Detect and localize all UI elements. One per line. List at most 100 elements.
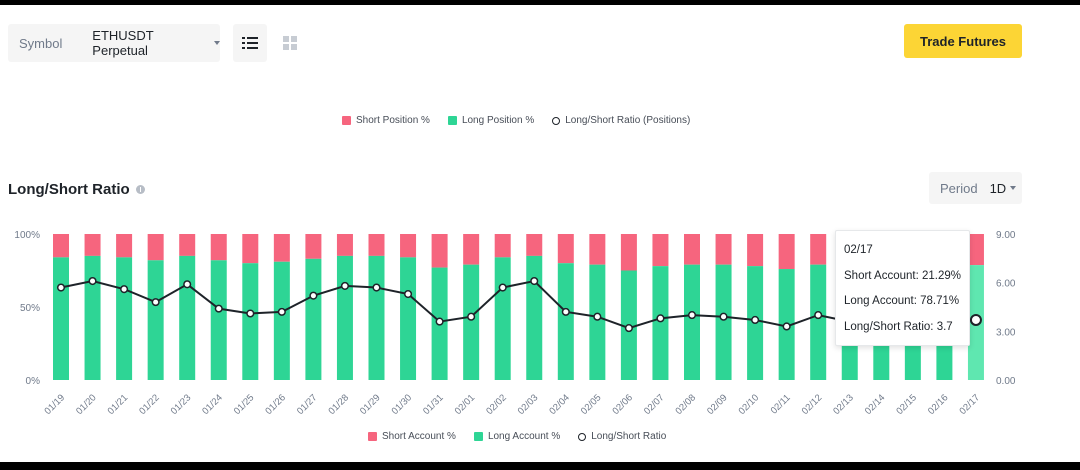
x-tick-label: 02/16 [926,392,951,417]
tooltip-long: Long Account: 78.71% [844,295,960,307]
bar-long [84,255,101,380]
ratio-swatch [578,432,587,441]
section-title-text: Long/Short Ratio [8,181,130,198]
bar-short [431,234,448,268]
bar-long [368,255,385,380]
bar-short [147,234,164,261]
legend-item-ratio-account[interactable]: Long/Short Ratio [578,431,666,442]
list-view-button[interactable] [233,24,267,62]
bar-long [684,264,700,380]
x-tick-label: 02/04 [547,392,572,417]
bar-long [494,257,511,380]
ratio-point [467,312,476,321]
ratio-point [277,307,286,316]
x-tick-label: 02/06 [610,392,635,417]
legend-label: Short Position % [356,115,430,126]
bar-short [368,234,385,256]
bar-short [589,234,606,265]
bar-short [620,234,637,271]
y-tick-left: 100% [14,230,40,241]
bar-long [400,257,417,380]
bar-short [84,234,101,256]
x-tick-label: 02/14 [863,392,888,417]
bar-short [305,234,322,259]
bar-long [116,257,133,380]
tooltip-ratio: Long/Short Ratio: 3.7 [844,321,953,333]
x-tick-label: 01/23 [169,392,194,417]
bar-short [116,234,133,258]
tooltip-short: Short Account: 21.29% [844,270,961,282]
info-icon[interactable] [135,185,145,194]
bar-long [305,258,322,380]
ratio-point [372,283,381,292]
x-tick-label: 01/29 [358,392,383,417]
ratio-point [687,311,697,320]
ratio-point [782,322,791,331]
account-legend: Short Account % Long Account % Long/Shor… [368,431,666,442]
symbol-label: Symbol [19,35,63,51]
ratio-point [56,283,66,292]
x-tick-label: 02/09 [705,392,730,417]
bar-short [400,234,417,258]
long-swatch [447,116,457,125]
bar-long [652,266,669,380]
legend-item-long-account[interactable]: Long Account % [473,431,561,442]
bar-short [778,234,795,270]
x-tick-label: 01/27 [295,392,320,417]
ratio-point [435,317,444,326]
bar-long [463,264,480,380]
legend-label: Long Account % [487,431,561,442]
ratio-point [593,312,602,321]
bar-long [53,257,69,380]
x-tick-label: 01/28 [326,392,351,417]
long-short-chart[interactable]: 0% 50% 100% 0.00 3.00 6.00 9.00 01/19 01/20 01/21… [0,5,1080,462]
x-tick-label: 01/26 [263,392,288,417]
ratio-line [60,279,977,330]
period-selector[interactable]: Period 1D [929,172,1022,204]
legend-item-short-account[interactable]: Short Account % [368,431,456,442]
ratio-point [340,281,350,290]
legend-label: Short Account % [382,431,456,442]
ratio-point [183,280,192,289]
chevron-down-icon [214,41,220,45]
trade-futures-button[interactable]: Trade Futures [904,24,1022,58]
grid-icon [283,36,297,50]
ratio-point [88,276,97,286]
x-tick-label: 01/25 [232,392,257,417]
ratio-point [498,283,507,292]
legend-item-long-position[interactable]: Long Position % [447,115,534,126]
ratio-point [151,298,160,307]
symbol-selector[interactable]: Symbol ETHUSDT Perpetual [8,24,220,62]
bar-short [652,234,669,267]
list-icon [242,37,258,49]
x-tick-label: 01/31 [421,392,446,417]
chart-tooltip: 02/17 Short Account: 21.29% Long Account… [835,230,970,346]
y-tick-right: 6.00 [996,279,1016,290]
symbol-value[interactable]: ETHUSDT Perpetual [92,28,154,58]
legend-item-ratio-position[interactable]: Long/Short Ratio (Positions) [552,115,690,126]
ratio-point [530,276,539,286]
ratio-swatch [552,116,561,125]
ratio-point [751,315,760,325]
bar-long [242,263,259,380]
legend-label: Long/Short Ratio (Positions) [565,115,691,126]
bar-long [810,264,827,380]
period-value[interactable]: 1D [989,180,1007,196]
y-tick-right: 9.00 [996,230,1016,241]
section-title: Long/Short Ratio [8,181,145,198]
chevron-down-icon [1010,186,1017,190]
position-legend: Short Position % Long Position % Long/Sh… [342,115,690,126]
x-tick-label: 01/21 [106,392,131,417]
x-tick-label: 01/19 [43,392,68,417]
bar-short [53,234,69,258]
bar-short [684,234,700,265]
legend-item-short-position[interactable]: Short Position % [342,115,430,126]
bar-short [336,234,353,256]
x-tick-label: 02/13 [831,392,856,417]
ratio-point [969,313,982,326]
grid-view-button[interactable] [273,24,307,62]
x-tick-label: 02/10 [737,392,762,417]
ratio-point [214,304,223,313]
ratio-point [656,314,665,323]
y-tick-right: 3.00 [996,327,1016,338]
